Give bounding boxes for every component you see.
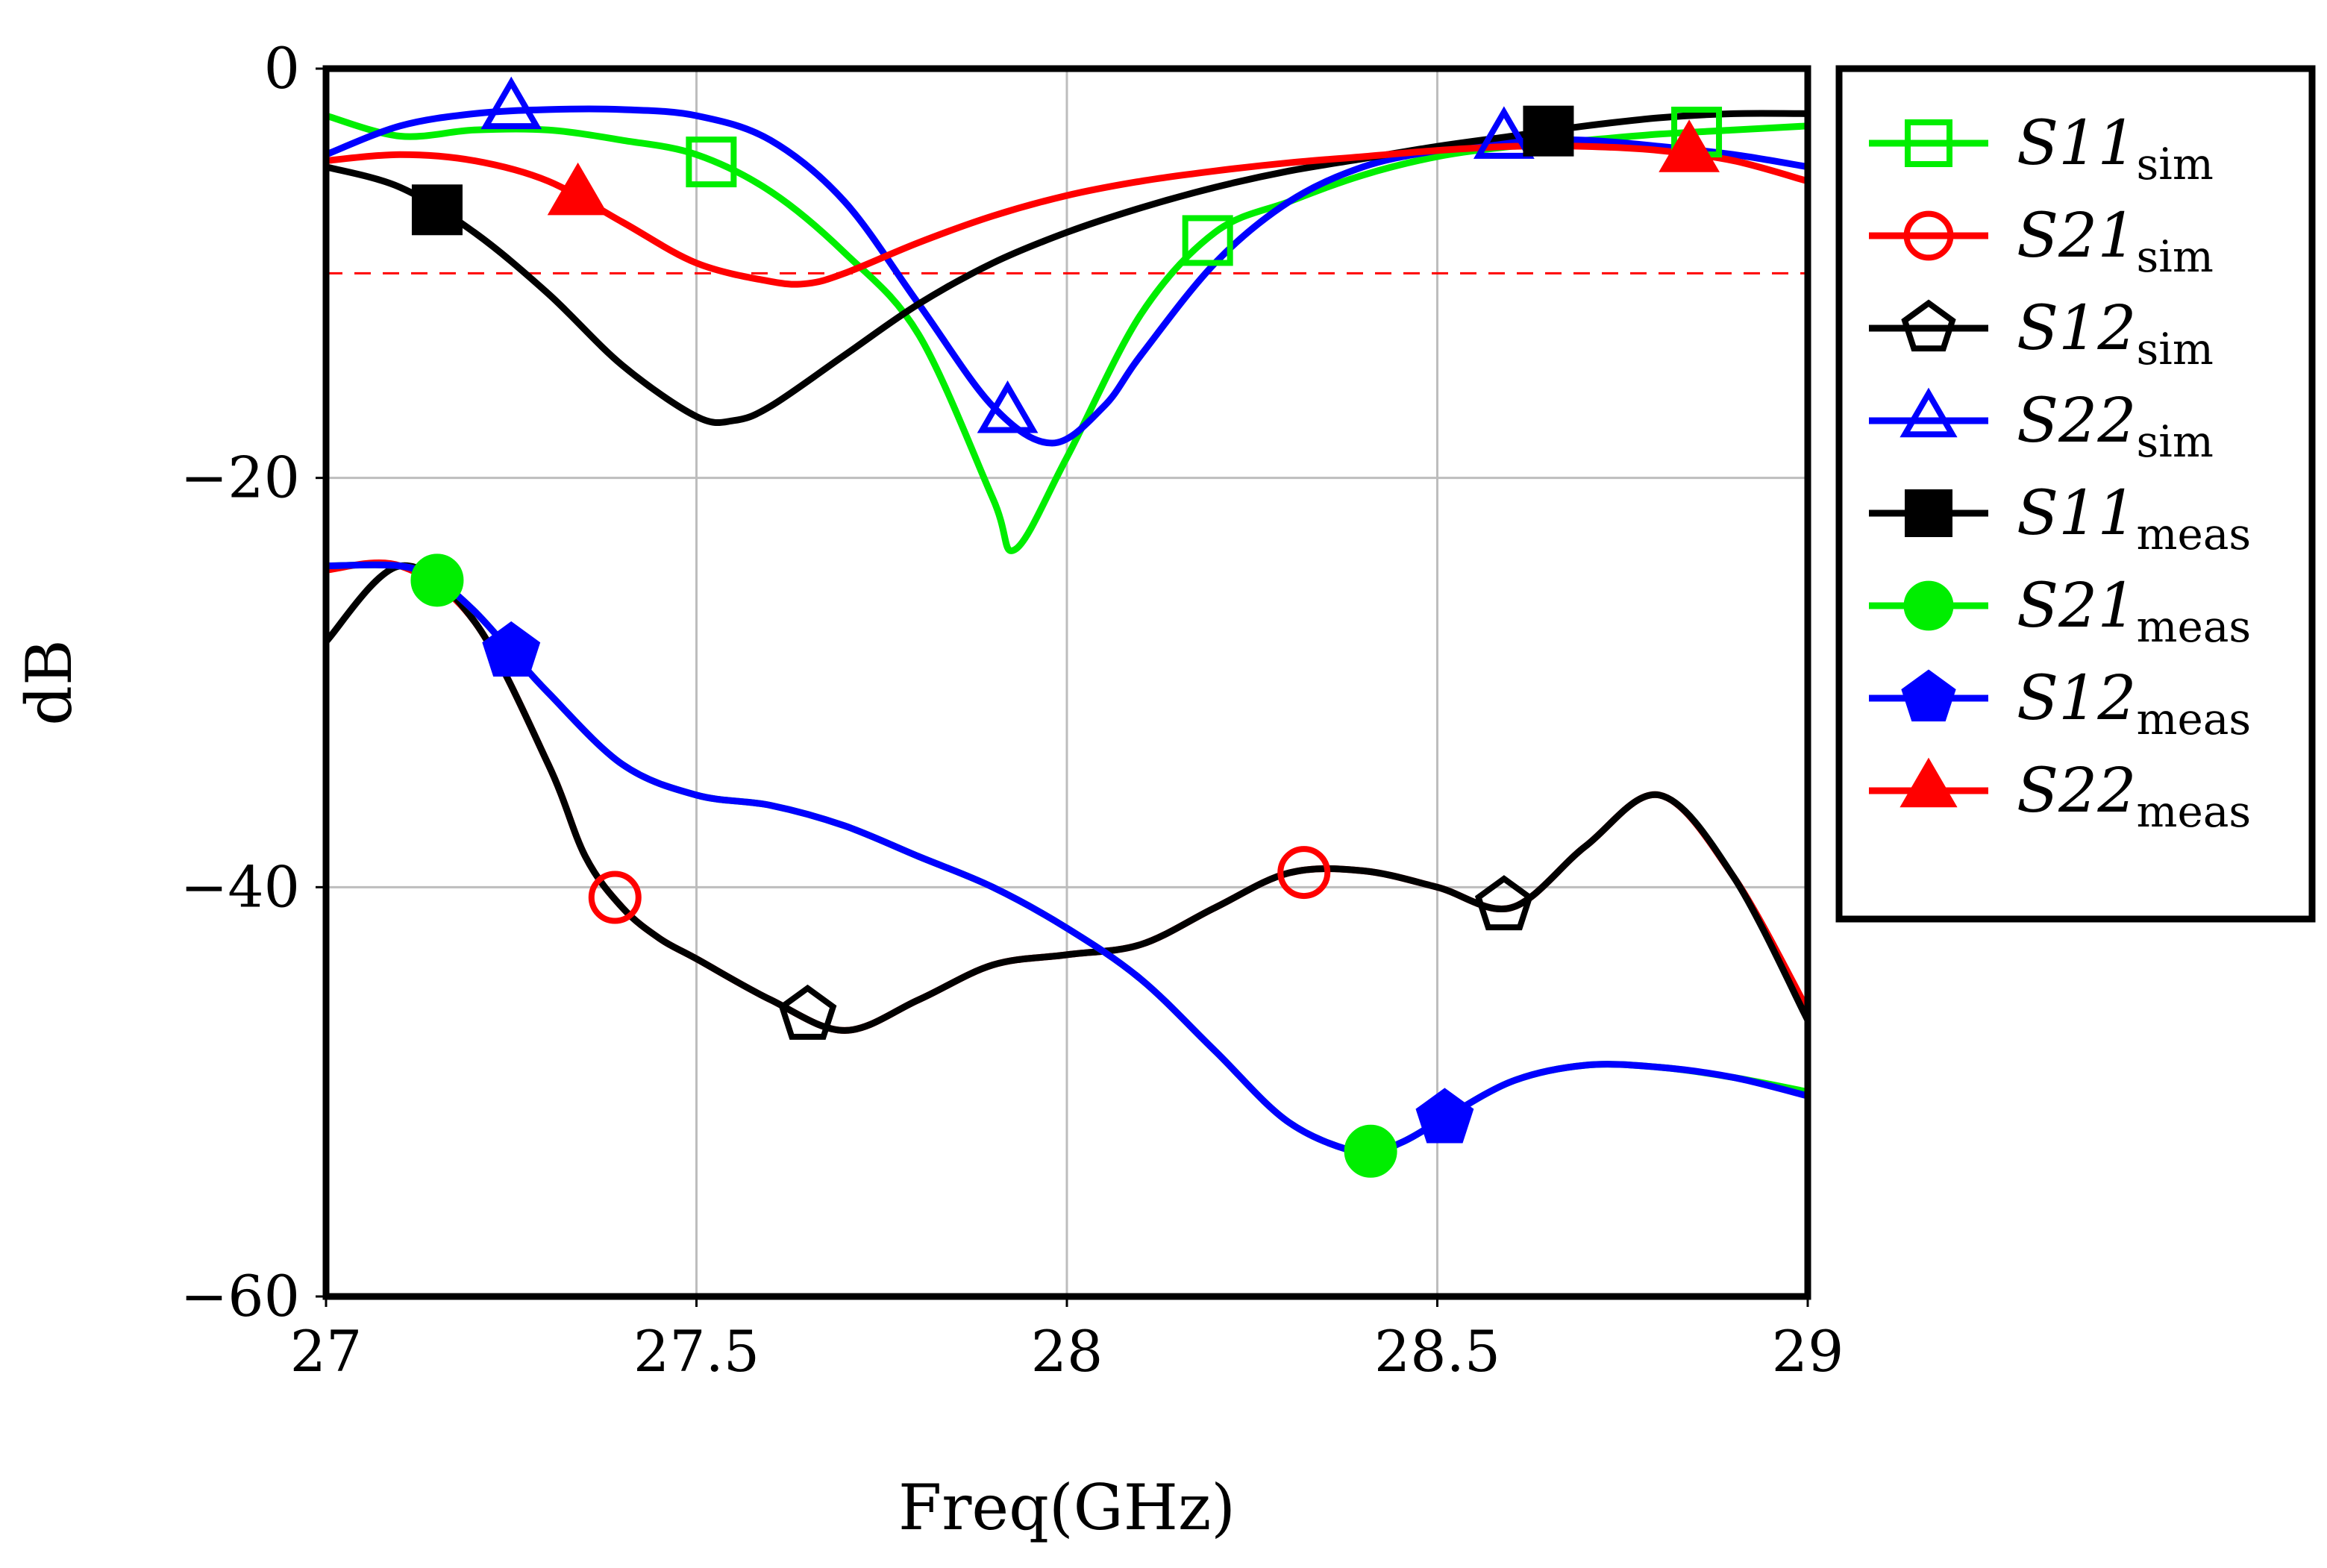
x-tick-label: 27.5 (633, 1318, 760, 1384)
legend-entry-s22-meas: S22meas (1869, 756, 2251, 837)
legend-entry-s11-sim: S11sim (1869, 108, 2214, 189)
data-point-s11-meas (1523, 105, 1574, 157)
series-line-s12-sim (322, 562, 1811, 1034)
data-point-s12-sim (1474, 875, 1533, 931)
legend-entry-s11-meas: S11meas (1869, 478, 2251, 559)
legend-label-name: S21 (2017, 571, 2137, 642)
data-point-s22-sim (977, 380, 1039, 433)
legend-label: S22meas (2017, 756, 2251, 837)
legend-label-name: S22 (2017, 386, 2137, 457)
legend-label-name: S12 (2017, 293, 2137, 364)
legend-label: S22sim (2017, 386, 2214, 467)
legend-swatch-marker (1903, 580, 1954, 631)
legend-label-subscript: meas (2137, 601, 2252, 652)
data-point-s22-meas (547, 162, 609, 216)
legend-swatch-marker (1905, 119, 1952, 167)
legend-label-subscript: sim (2137, 139, 2214, 189)
data-point-s22-sim (1473, 106, 1535, 159)
legend-swatch-marker (1901, 669, 1956, 722)
legend-label-name: S11 (2017, 108, 2137, 179)
legend-entry-s22-sim: S22sim (1869, 386, 2214, 467)
series-markers (410, 76, 1723, 1178)
legend-swatch-marker (1900, 387, 1958, 438)
legend-label-name: S11 (2017, 478, 2137, 549)
data-point-s11-sim (1182, 215, 1233, 266)
data-point-s11-meas (411, 184, 463, 236)
legend-swatch-marker (1901, 299, 1956, 352)
legend-entry-s12-sim: S12sim (1869, 293, 2214, 374)
legend-label-name: S22 (2017, 756, 2137, 827)
y-tick-label: −40 (181, 853, 300, 920)
data-point-s21-meas (410, 553, 464, 607)
legend-label-subscript: meas (2137, 694, 2252, 744)
data-point-s21-meas (1344, 1124, 1397, 1178)
data-point-s12-meas (1415, 1088, 1474, 1144)
legend-label-name: S21 (2017, 201, 2137, 272)
legend-label-subscript: sim (2137, 324, 2214, 374)
x-tick-label: 28 (1031, 1318, 1103, 1384)
x-tick-label: 28.5 (1374, 1318, 1500, 1384)
grid (325, 67, 1809, 1298)
legend-label-subscript: meas (2137, 786, 2252, 837)
legend-label: S11meas (2017, 478, 2251, 559)
legend-entry-s21-meas: S21meas (1869, 571, 2251, 652)
x-tick-label: 27 (290, 1318, 363, 1384)
data-point-s12-sim (778, 984, 837, 1040)
legend-label-name: S12 (2017, 663, 2137, 734)
legend-swatch-marker (1903, 210, 1954, 261)
legend-label: S12sim (2017, 293, 2214, 374)
legend-label-subscript: sim (2137, 416, 2214, 467)
data-point-s21-sim (588, 871, 642, 924)
y-tick-label: −20 (181, 445, 300, 511)
x-axis-title: Freq(GHz) (898, 1471, 1235, 1544)
data-point-s22-meas (1659, 119, 1720, 172)
legend-entry-s12-meas: S12meas (1869, 663, 2251, 744)
legend-label: S21meas (2017, 571, 2251, 652)
data-point-s11-sim (686, 137, 737, 188)
y-tick-label: −60 (181, 1263, 300, 1329)
legend-label: S21sim (2017, 201, 2214, 282)
y-axis-title: dB (13, 639, 86, 726)
x-tick-label: 29 (1772, 1318, 1844, 1384)
legend-label: S11sim (2017, 108, 2214, 189)
data-point-s21-sim (1277, 846, 1331, 900)
axis-ticks: 27 27.5 28 28.5 29 0 −20 −40 −60 (181, 35, 1844, 1384)
legend-label-subscript: sim (2137, 231, 2214, 282)
y-tick-label: 0 (264, 35, 300, 101)
data-point-s22-sim (480, 76, 542, 130)
legend-swatch-marker (1905, 489, 1952, 537)
legend: S11simS21simS12simS22simS11measS21measS1… (1835, 65, 2316, 923)
legend-entry-s21-sim: S21sim (1869, 201, 2214, 282)
legend-swatch-marker (1900, 757, 1958, 808)
data-point-s12-meas (482, 621, 541, 677)
legend-label-subscript: meas (2137, 509, 2252, 559)
legend-label: S12meas (2017, 663, 2251, 744)
